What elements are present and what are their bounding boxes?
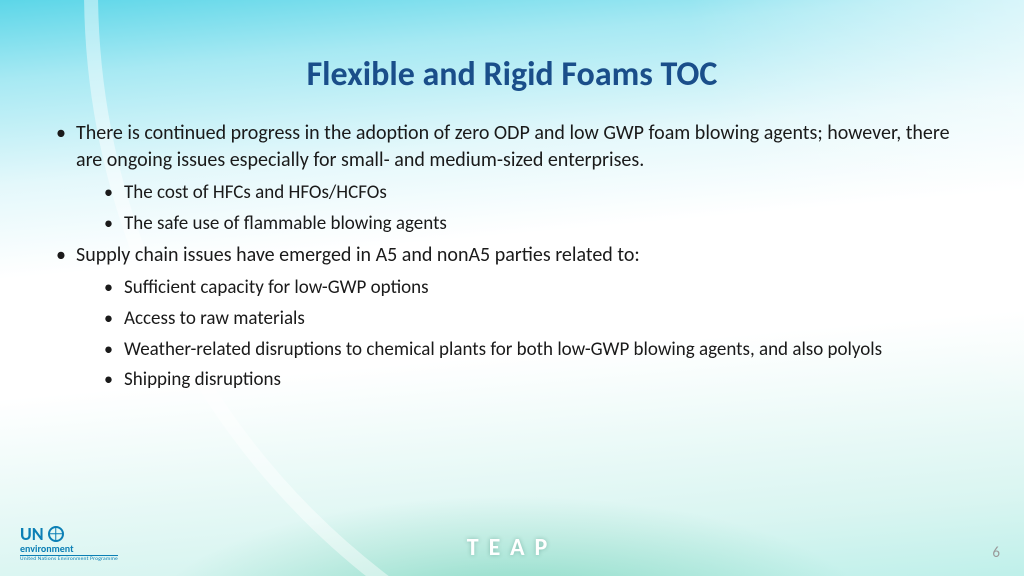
list-item: Shipping disruptions bbox=[100, 367, 972, 393]
list-item: The cost of HFCs and HFOs/HCFOs bbox=[100, 180, 972, 206]
slide-content: There is continued progress in the adopt… bbox=[52, 120, 972, 399]
list-item: The safe use of flammable blowing agents bbox=[100, 211, 972, 237]
bullet-list: There is continued progress in the adopt… bbox=[52, 120, 972, 393]
list-item: Access to raw materials bbox=[100, 306, 972, 332]
sub-bullet-list: The cost of HFCs and HFOs/HCFOs The safe… bbox=[76, 180, 972, 236]
slide-title: Flexible and Rigid Foams TOC bbox=[0, 54, 1024, 95]
page-number: 6 bbox=[992, 544, 1000, 562]
sub-bullet-list: Sufficient capacity for low-GWP options … bbox=[76, 275, 972, 393]
slide: Flexible and Rigid Foams TOC There is co… bbox=[0, 0, 1024, 576]
list-item: Supply chain issues have emerged in A5 a… bbox=[52, 242, 972, 393]
bullet-text: Supply chain issues have emerged in A5 a… bbox=[76, 243, 640, 267]
list-item: Sufficient capacity for low-GWP options bbox=[100, 275, 972, 301]
footer-label: TEAP bbox=[0, 533, 1024, 562]
list-item: There is continued progress in the adopt… bbox=[52, 120, 972, 236]
list-item: Weather-related disruptions to chemical … bbox=[100, 337, 972, 363]
bullet-text: There is continued progress in the adopt… bbox=[76, 121, 950, 172]
